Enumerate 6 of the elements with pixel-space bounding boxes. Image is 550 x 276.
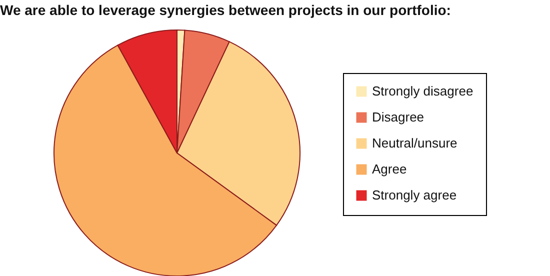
legend-label: Neutral/unsure	[372, 136, 458, 150]
legend-label: Strongly agree	[372, 188, 457, 202]
legend-label: Agree	[372, 162, 407, 176]
chart-title: We are able to leverage synergies between projects in our portfolio:	[0, 2, 451, 18]
legend-label: Disagree	[372, 110, 424, 124]
legend-label: Strongly disagree	[372, 84, 474, 98]
